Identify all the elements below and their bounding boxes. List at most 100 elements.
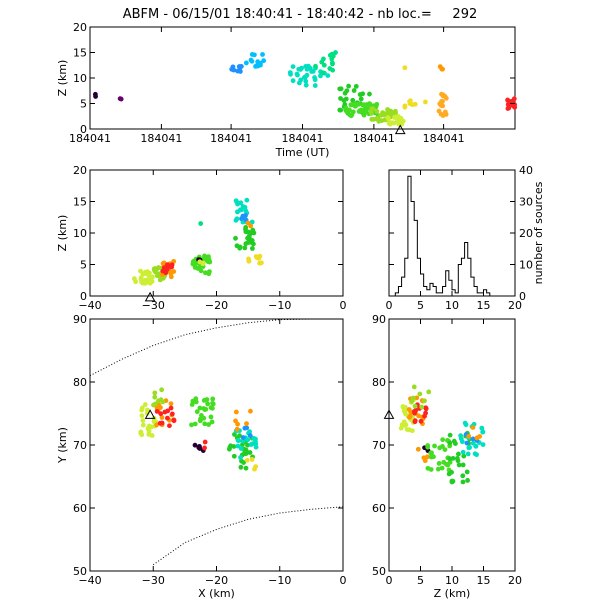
z-y-point xyxy=(428,467,434,472)
z-y-point xyxy=(456,451,461,457)
time-z-point xyxy=(442,109,448,115)
z-y-point xyxy=(414,395,420,401)
z-y-point xyxy=(458,433,464,439)
time-z-point xyxy=(303,78,309,84)
z-y-point xyxy=(459,439,465,445)
x-y-xtick-label: −10 xyxy=(268,574,291,587)
x-y-point xyxy=(158,411,164,417)
z-y-point xyxy=(426,389,432,395)
time-z-point xyxy=(330,61,335,67)
time-z-point xyxy=(381,112,387,118)
z-y-point xyxy=(464,440,470,446)
z-y-point xyxy=(440,444,445,449)
x-y-point xyxy=(159,420,165,426)
x-z-point xyxy=(147,270,152,276)
z-y-xtick-label: 15 xyxy=(477,574,491,587)
time-z-point xyxy=(327,66,333,71)
x-y-ytick-label: 70 xyxy=(73,439,87,452)
time-z-point xyxy=(117,96,123,102)
time-z-point xyxy=(248,57,254,63)
z-y-point xyxy=(439,465,445,471)
x-z-point xyxy=(190,259,196,265)
x-y-point xyxy=(209,419,215,425)
z-y-point xyxy=(449,469,454,475)
x-y-point xyxy=(168,405,174,411)
x-z-point xyxy=(250,241,256,247)
x-y-point xyxy=(206,422,212,427)
x-y-xtick-label: −20 xyxy=(205,574,228,587)
x-z-point xyxy=(192,265,198,270)
time-z-xtick-label: 184041 xyxy=(140,132,182,145)
time-z-xtick-label: 184041 xyxy=(353,132,395,145)
x-y-point xyxy=(235,438,241,443)
x-y-point xyxy=(238,446,244,451)
time-z-point xyxy=(353,102,359,108)
z-y-point xyxy=(450,456,456,461)
x-y-point xyxy=(194,409,200,415)
time-z-point xyxy=(261,58,267,64)
x-z-point xyxy=(201,255,207,261)
z-y-ytick-label: 50 xyxy=(372,565,386,578)
x-y-point xyxy=(193,396,199,402)
x-y-range-circle xyxy=(89,318,343,377)
x-y-point xyxy=(210,400,215,406)
time-z-point xyxy=(402,65,408,71)
x-y-point xyxy=(165,415,170,421)
z-y-point xyxy=(423,405,429,411)
z-y-point xyxy=(444,461,449,467)
time-z-point xyxy=(348,113,354,119)
x-z-point xyxy=(259,260,264,266)
z-y-point xyxy=(428,454,434,460)
x-y-point xyxy=(205,401,211,407)
x-z-point xyxy=(238,207,244,213)
time-z-xtick-label: 184041 xyxy=(423,132,465,145)
time-z-point xyxy=(438,103,444,108)
x-y-ytick-label: 80 xyxy=(73,376,87,389)
x-z-point xyxy=(233,235,238,241)
x-y-point xyxy=(233,409,239,415)
x-y-point xyxy=(235,443,241,449)
x-y-station-triangle xyxy=(144,409,156,419)
z-y-point xyxy=(411,384,417,390)
x-y-point xyxy=(142,402,148,407)
z-y-point xyxy=(480,442,486,447)
x-y-point xyxy=(167,423,172,429)
x-y-point xyxy=(197,418,203,424)
z-y-panel: 0 5 10 15 20 50 60 70 80 90 Z (km) xyxy=(372,313,522,600)
x-z-xtick-label: −20 xyxy=(205,299,228,312)
z-y-point xyxy=(480,429,486,435)
x-y-point xyxy=(168,401,174,407)
x-z-point xyxy=(249,230,255,236)
histogram-ylabel: number of sources xyxy=(532,181,545,284)
time-z-point xyxy=(412,101,418,107)
x-y-point xyxy=(159,415,165,420)
time-z-panel: 184041 184041 184041 184041 184041 1840410510… xyxy=(56,21,518,159)
z-y-point xyxy=(407,413,413,419)
time-z-point xyxy=(294,71,300,77)
x-y-point xyxy=(160,399,166,405)
time-z-point xyxy=(92,91,98,97)
x-z-point xyxy=(164,267,170,272)
z-y-point xyxy=(422,398,427,404)
x-y-point xyxy=(199,412,204,418)
time-z-point xyxy=(255,61,261,67)
time-z-point xyxy=(337,86,343,92)
z-y-xtick-label: 0 xyxy=(386,574,393,587)
histogram-step-line xyxy=(389,175,515,297)
x-y-point xyxy=(202,439,208,445)
z-y-point xyxy=(454,455,460,461)
x-y-point xyxy=(140,422,146,428)
x-y-point xyxy=(197,405,203,411)
z-y-point xyxy=(398,425,404,431)
x-y-point xyxy=(235,421,240,427)
x-z-point xyxy=(235,209,240,215)
x-y-ylabel: Y (km) xyxy=(56,427,69,464)
time-z-point xyxy=(505,106,511,111)
time-z-ytick-label: 15 xyxy=(73,47,87,60)
time-z-point xyxy=(321,56,326,62)
time-z-point xyxy=(298,77,304,83)
x-z-point xyxy=(243,241,249,247)
z-y-ytick-label: 70 xyxy=(372,439,386,452)
time-z-point xyxy=(309,69,315,74)
